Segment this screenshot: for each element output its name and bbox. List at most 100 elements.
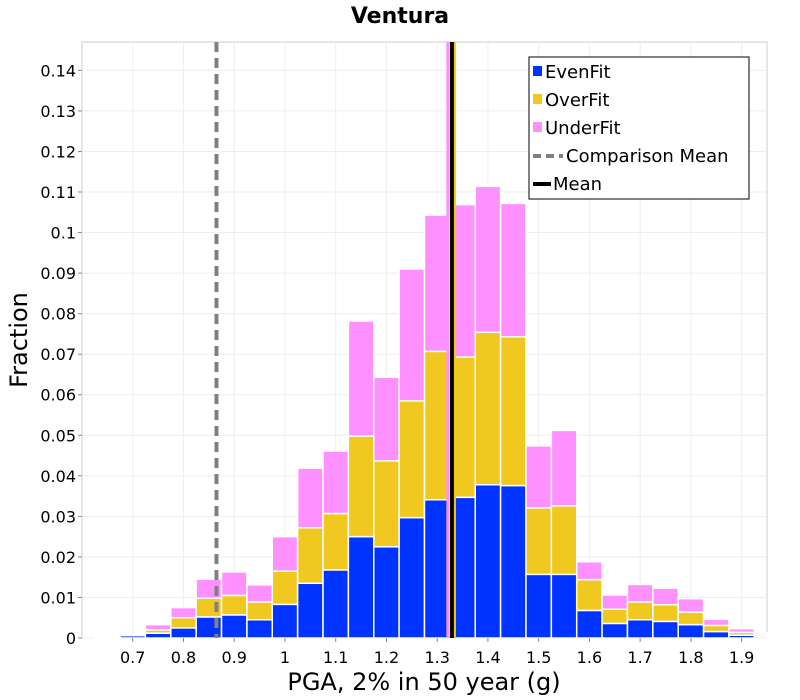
bar-overfit [702, 624, 730, 633]
bar-overfit [677, 611, 705, 626]
bar-underfit [170, 606, 197, 619]
y-tick-label: 0.07 [40, 345, 76, 364]
y-tick-label: 0.01 [40, 588, 76, 607]
bar-overfit [601, 608, 629, 625]
legend-swatch [533, 122, 542, 132]
bar-evenfit [246, 619, 274, 639]
y-tick-label: 0.11 [40, 183, 76, 202]
bar-evenfit [499, 484, 527, 639]
bar-evenfit [220, 614, 248, 639]
bar-underfit [499, 202, 527, 338]
bar-overfit [220, 594, 248, 616]
bar-evenfit [347, 535, 375, 639]
bar-overfit [296, 526, 324, 585]
bar-evenfit [550, 573, 578, 639]
y-tick-label: 0.02 [40, 548, 76, 567]
bar-underfit [626, 583, 654, 603]
x-ticks: 0.7 0.8 0.9 1 1.1 1.2 1.3 1.4 1.5 1.6 1.7 1.8 1.9 [120, 638, 754, 667]
bar-underfit [728, 627, 756, 634]
bar-overfit [474, 331, 502, 486]
chart-title: Ventura [351, 4, 449, 29]
bar-evenfit [575, 609, 603, 639]
x-tick-label: 1.8 [678, 648, 703, 667]
bar-overfit [246, 601, 274, 621]
bar-overfit [347, 435, 375, 538]
bar-underfit [119, 633, 147, 636]
legend-label: Comparison Mean [566, 146, 729, 167]
y-tick-label: 0.08 [40, 305, 76, 324]
bar-overfit [170, 616, 197, 629]
legend-swatch [533, 94, 542, 104]
x-tick-label: 0.9 [221, 648, 246, 667]
bar-evenfit [677, 623, 705, 639]
y-axis-label: Fraction [5, 292, 33, 388]
bar-evenfit [373, 546, 400, 639]
bar-underfit [423, 214, 451, 353]
bar-underfit [601, 594, 629, 610]
bar-underfit [753, 632, 768, 636]
bar-evenfit [296, 582, 324, 639]
bar-overfit [525, 507, 553, 576]
x-tick-label: 0.8 [171, 648, 196, 667]
bar-underfit [575, 561, 603, 581]
bar-evenfit [170, 627, 197, 639]
y-tick-label: 0.12 [40, 142, 76, 161]
bar-underfit [347, 320, 375, 437]
bar-underfit [525, 445, 553, 509]
bar-underfit [398, 268, 426, 402]
x-tick-label: 1.5 [526, 648, 551, 667]
x-tick-label: 1.4 [475, 648, 500, 667]
bar-underfit [322, 450, 350, 515]
legend-box [528, 56, 750, 200]
x-tick-label: 1.3 [424, 648, 449, 667]
bar-underfit [144, 623, 172, 631]
bar-underfit [246, 584, 274, 603]
bar-overfit [652, 604, 679, 623]
x-tick-label: 1.6 [577, 648, 602, 667]
bar-overfit [398, 400, 426, 519]
y-ticks: 0 0.01 0.02 0.03 0.04 0.05 0.06 0.07 0.08 0.09 0.1… [40, 61, 82, 648]
bars [93, 185, 768, 639]
vertical-lines [214, 42, 456, 638]
bar-overfit [373, 460, 400, 548]
y-tick-label: 0.09 [40, 264, 76, 283]
bar-underfit [296, 467, 324, 529]
x-axis-label: PGA, 2% in 50 year (g) [287, 668, 560, 696]
bar-overfit [271, 570, 299, 606]
bar-evenfit [474, 483, 502, 639]
bar-underfit [702, 618, 730, 627]
legend-label: UnderFit [545, 118, 621, 139]
bar-underfit [550, 429, 578, 507]
y-tick-label: 0.03 [40, 507, 76, 526]
y-tick-label: 0.14 [40, 61, 76, 80]
y-tick-label: 0.13 [40, 102, 76, 121]
y-tick-label: 0.04 [40, 467, 76, 486]
bar-overfit [626, 601, 654, 621]
legend-label: OverFit [545, 90, 609, 111]
bar-underfit [474, 185, 502, 334]
legend: EvenFit OverFit UnderFit Comparison Mean Mea… [528, 56, 750, 200]
bar-overfit [550, 505, 578, 576]
x-tick-label: 1.1 [323, 648, 348, 667]
bar-underfit [677, 597, 705, 613]
legend-swatch [533, 66, 542, 76]
bar-evenfit [525, 573, 553, 639]
y-tick-label: 0.05 [40, 426, 76, 445]
bar-evenfit [322, 569, 350, 639]
legend-label: EvenFit [545, 62, 611, 83]
y-tick-label: 0 [66, 629, 76, 648]
x-tick-label: 1 [280, 648, 290, 667]
bar-evenfit [423, 498, 451, 639]
y-tick-label: 0.06 [40, 386, 76, 405]
bar-overfit [322, 512, 350, 571]
bar-evenfit [652, 620, 679, 639]
x-tick-label: 1.7 [627, 648, 652, 667]
bar-underfit [373, 376, 400, 462]
y-tick-label: 0.1 [51, 224, 76, 243]
bar-evenfit [398, 516, 426, 639]
bar-underfit [271, 535, 299, 572]
x-tick-label: 1.9 [729, 648, 754, 667]
bar-overfit [423, 350, 451, 501]
bar-underfit [652, 587, 679, 606]
